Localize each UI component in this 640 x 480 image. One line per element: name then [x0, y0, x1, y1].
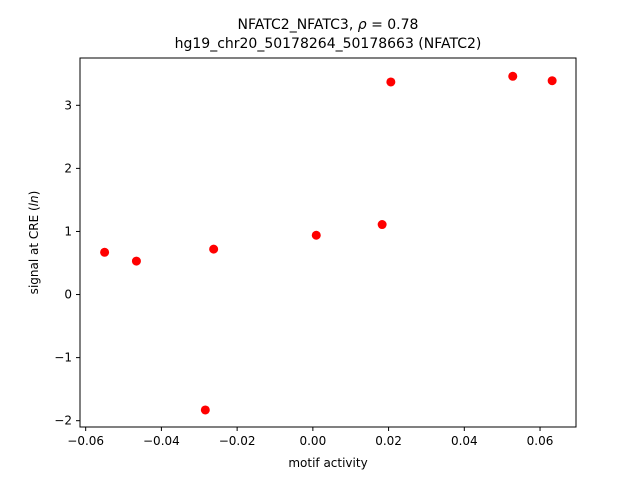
data-point [386, 77, 396, 87]
data-point [209, 244, 219, 254]
data-point [377, 220, 387, 230]
y-tick-label: −2 [54, 414, 72, 428]
x-tick-label: −0.04 [143, 434, 180, 448]
x-axis-label: motif activity [288, 456, 367, 470]
data-point [547, 76, 557, 86]
y-tick-label: 3 [64, 98, 72, 112]
data-point [131, 256, 141, 266]
x-tick-label: 0.06 [527, 434, 554, 448]
y-tick-label: 0 [64, 288, 72, 302]
data-point [200, 405, 210, 415]
x-tick-label: 0.02 [375, 434, 402, 448]
y-tick-label: 1 [64, 224, 72, 238]
chart-title-line1: NFATC2_NFATC3, ρ = 0.78 [238, 17, 419, 33]
data-point [508, 71, 518, 81]
x-tick-label: 0.00 [299, 434, 326, 448]
y-tick-label: −1 [54, 351, 72, 365]
x-tick-label: −0.02 [219, 434, 256, 448]
data-point [311, 230, 321, 240]
y-axis-label: signal at CRE (ln) [27, 191, 41, 295]
data-points [100, 71, 557, 415]
axes-frame [79, 57, 577, 428]
x-tick-label: 0.04 [451, 434, 478, 448]
axis-ticks: −0.06 −0.04 −0.02 0.00 0.02 0.04 0.06 −2 −1 0 1 2 3 [54, 98, 553, 448]
data-point [100, 247, 110, 257]
x-tick-label: −0.06 [67, 434, 104, 448]
y-tick-label: 2 [64, 161, 72, 175]
chart-title-line2: hg19_chr20_50178264_50178663 (NFATC2) [175, 36, 482, 52]
